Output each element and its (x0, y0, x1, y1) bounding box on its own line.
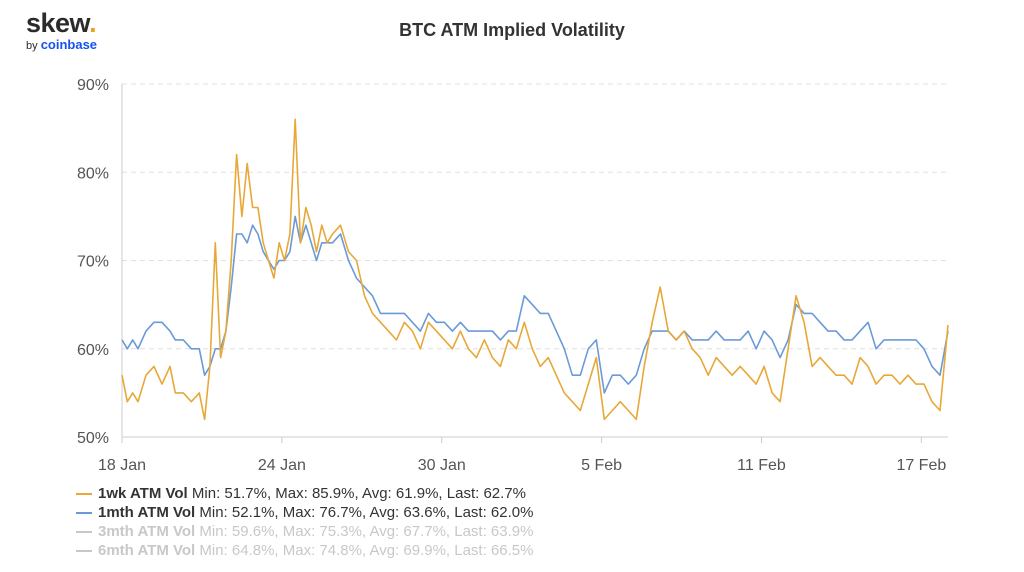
x-tick-label: 18 Jan (98, 457, 146, 474)
legend-series-stats: Min: 51.7%, Max: 85.9%, Avg: 61.9%, Last… (187, 485, 526, 502)
x-tick-label: 30 Jan (418, 457, 466, 474)
legend-series-stats: Min: 52.1%, Max: 76.7%, Avg: 63.6%, Last… (195, 504, 534, 521)
legend-series-name: 1wk ATM Vol (98, 485, 188, 502)
legend-series-name: 3mth ATM Vol (98, 523, 196, 540)
y-tick-label: 50% (77, 430, 109, 447)
chart-legend: 1wk ATM Vol Min: 51.7%, Max: 85.9%, Avg:… (76, 484, 533, 560)
legend-item[interactable]: 6mth ATM Vol Min: 64.8%, Max: 74.8%, Avg… (76, 541, 533, 560)
logo-by: by (26, 40, 38, 52)
series-line-1mth (121, 215, 949, 394)
chart-title: BTC ATM Implied Volatility (399, 20, 625, 40)
legend-series-name: 6mth ATM Vol (98, 542, 196, 559)
logo-dot: . (89, 8, 97, 38)
legend-swatch (76, 493, 92, 496)
legend-item[interactable]: 1mth ATM Vol Min: 52.1%, Max: 76.7%, Avg… (76, 503, 533, 522)
x-tick-label: 5 Feb (581, 457, 622, 474)
x-tick-label: 17 Feb (896, 457, 946, 474)
series-line-1wk (121, 118, 949, 421)
skew-logo: skew. by coinbase (26, 8, 97, 52)
legend-series-name: 1mth ATM Vol (98, 504, 196, 521)
y-tick-label: 90% (77, 77, 109, 94)
x-tick-label: 24 Jan (258, 457, 306, 474)
legend-item[interactable]: 1wk ATM Vol Min: 51.7%, Max: 85.9%, Avg:… (76, 484, 533, 503)
legend-swatch (76, 531, 92, 534)
legend-swatch (76, 512, 92, 515)
legend-series-stats: Min: 59.6%, Max: 75.3%, Avg: 67.7%, Last… (195, 523, 534, 540)
legend-series-stats: Min: 64.8%, Max: 74.8%, Avg: 69.9%, Last… (195, 542, 534, 559)
x-tick-label: 11 Feb (737, 457, 786, 474)
y-tick-label: 60% (77, 342, 109, 359)
legend-item[interactable]: 3mth ATM Vol Min: 59.6%, Max: 75.3%, Avg… (76, 522, 533, 541)
chart-plot: 50% 60% 70% 80% 90% 18 Jan 24 Jan 30 Jan 5 Feb 11… (77, 77, 949, 474)
legend-swatch (76, 550, 92, 553)
y-tick-label: 70% (77, 254, 109, 271)
y-tick-label: 80% (77, 165, 109, 182)
logo-brand: skew (26, 8, 90, 38)
logo-parent: coinbase (40, 37, 98, 52)
